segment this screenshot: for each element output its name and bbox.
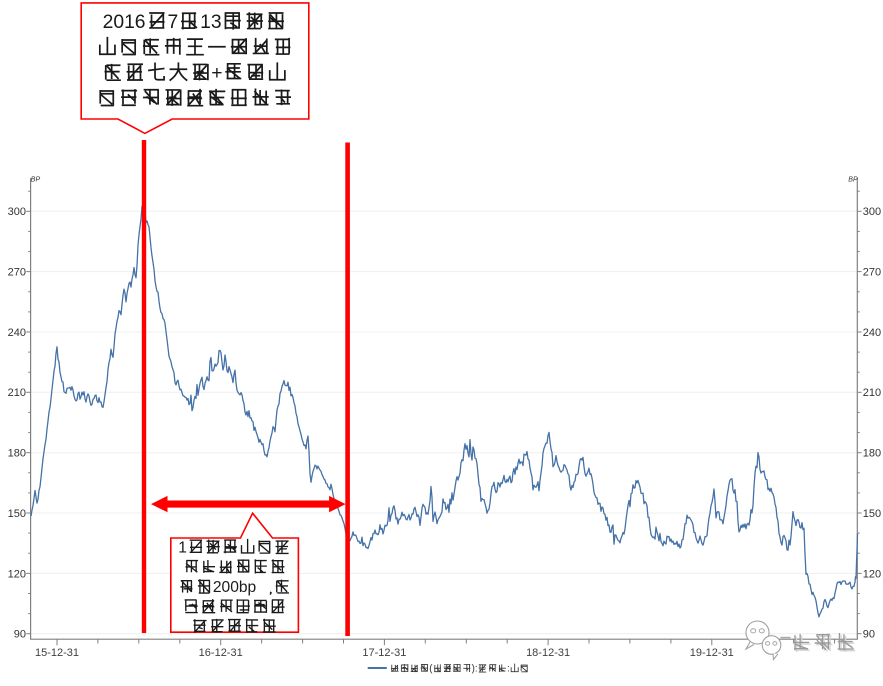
svg-text:200bp: 200bp (213, 579, 257, 596)
svg-text:270: 270 (8, 267, 26, 279)
svg-text:120: 120 (863, 568, 881, 580)
svg-text:210: 210 (863, 387, 881, 399)
svg-text:BP: BP (31, 177, 41, 184)
svg-text:240: 240 (863, 327, 881, 339)
svg-text:240: 240 (8, 327, 26, 339)
svg-text:16-12-31: 16-12-31 (199, 647, 243, 659)
svg-text:120: 120 (8, 568, 26, 580)
svg-text:BP: BP (848, 177, 858, 184)
svg-text:90: 90 (863, 629, 875, 641)
svg-text:150: 150 (8, 508, 26, 520)
svg-text:13: 13 (200, 12, 221, 33)
svg-text:7: 7 (168, 12, 179, 33)
svg-text:1: 1 (178, 539, 187, 556)
svg-text:):: ): (472, 663, 478, 674)
svg-text:15-12-31: 15-12-31 (35, 647, 79, 659)
svg-text:18-12-31: 18-12-31 (526, 647, 570, 659)
svg-text:17-12-31: 17-12-31 (362, 647, 406, 659)
svg-text:2016: 2016 (103, 12, 146, 33)
svg-text:180: 180 (8, 448, 26, 460)
svg-text:270: 270 (863, 267, 881, 279)
svg-text:90: 90 (14, 629, 26, 641)
svg-text:300: 300 (8, 206, 26, 218)
svg-text:180: 180 (863, 448, 881, 460)
svg-text:300: 300 (863, 206, 881, 218)
svg-text:19-12-31: 19-12-31 (690, 647, 734, 659)
svg-text::: : (507, 663, 510, 674)
svg-text:210: 210 (8, 387, 26, 399)
svg-text:(: ( (429, 663, 433, 674)
svg-text:+: + (211, 63, 222, 84)
svg-text:150: 150 (863, 508, 881, 520)
